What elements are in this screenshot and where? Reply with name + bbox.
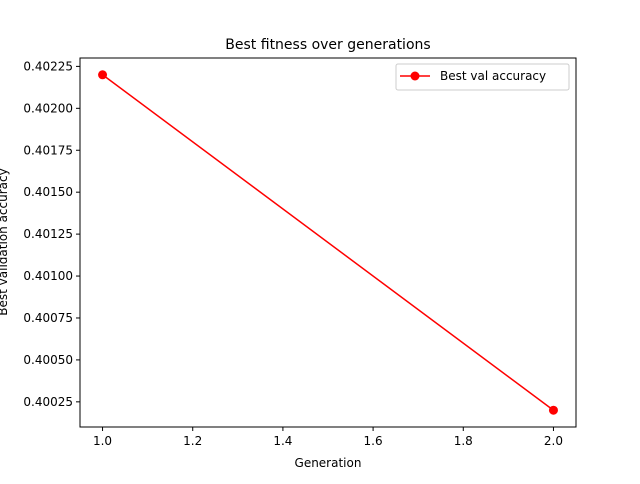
- x-tick-label: 1.8: [454, 434, 473, 448]
- chart-title: Best fitness over generations: [225, 37, 430, 53]
- data-point: [98, 70, 108, 80]
- x-tick-label: 1.2: [183, 434, 202, 448]
- y-tick-label: 0.40175: [23, 143, 73, 157]
- x-axis-label: Generation: [295, 456, 362, 470]
- plot-area: [79, 57, 577, 428]
- legend-label: Best val accuracy: [440, 69, 546, 83]
- y-tick-label: 0.40100: [23, 269, 73, 283]
- x-axis: 1.0 1.2 1.4 1.6 1.8 2.0: [93, 427, 563, 448]
- x-tick-label: 1.6: [364, 434, 383, 448]
- legend-box: [395, 63, 570, 91]
- y-tick-label: 0.40050: [23, 353, 73, 367]
- y-axis-label: Best validation accuracy: [0, 168, 10, 315]
- data-point: [548, 405, 558, 415]
- y-tick-label: 0.40075: [23, 311, 73, 325]
- plot-frame: [79, 57, 577, 428]
- y-tick-label: 0.40150: [23, 185, 73, 199]
- x-tick-label: 2.0: [544, 434, 563, 448]
- y-tick-label: 0.40125: [23, 227, 73, 241]
- series-line: [102, 74, 554, 411]
- x-tick-label: 1.4: [273, 434, 292, 448]
- legend-point-marker: [410, 71, 420, 81]
- legend: Best val accuracy: [395, 63, 570, 91]
- y-tick-label: 0.40200: [23, 101, 73, 115]
- y-tick-label: 0.40025: [23, 395, 73, 409]
- series-layer: [98, 70, 558, 415]
- y-tick-label: 0.40225: [23, 59, 73, 73]
- y-axis: 0.40025 0.40050 0.40075 0.40100 0.40125 0.401…: [23, 59, 80, 409]
- x-tick-label: 1.0: [93, 434, 112, 448]
